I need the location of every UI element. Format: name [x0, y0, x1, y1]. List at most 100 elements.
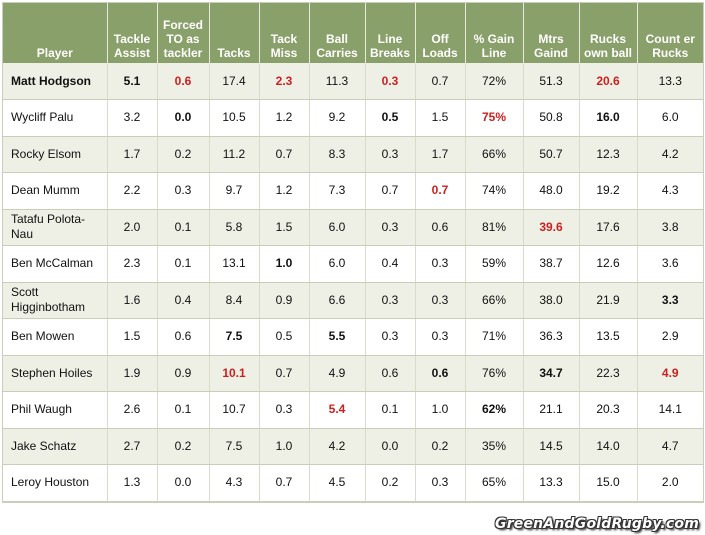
stat-cell: 0.2 [365, 464, 416, 502]
player-name-cell: Phil Waugh [3, 391, 108, 429]
stat-cell: 4.7 [637, 428, 703, 465]
stat-cell: 34.7 [523, 355, 580, 392]
stat-cell: 48.0 [523, 172, 580, 210]
stat-cell: 75% [465, 99, 524, 137]
stat-cell: 0.0 [157, 99, 210, 137]
stat-cell: 74% [465, 172, 524, 210]
stat-cell: 1.0 [415, 391, 466, 429]
table-row: Wycliff Palu 3.2 0.0 10.5 1.2 9.2 0.5 1.5 75% 50.… [3, 99, 703, 137]
stat-cell: 1.9 [107, 355, 158, 392]
table-body: Matt Hodgson 5.1 0.6 17.4 2.3 11.3 0.3 0.7 72% 51… [3, 63, 703, 502]
stat-cell: 36.3 [523, 318, 580, 356]
table-row: Tatafu Polota-Nau 2.0 0.1 5.8 1.5 6.0 0.3 0.6 81… [3, 209, 703, 246]
stat-cell: 11.2 [209, 136, 260, 173]
player-name-cell: Ben Mowen [3, 318, 108, 356]
stat-cell: 14.1 [637, 391, 703, 429]
player-name-cell: Tatafu Polota-Nau [3, 209, 108, 246]
table-row: Phil Waugh 2.6 0.1 10.7 0.3 5.4 0.1 1.0 62% 21.1 2… [3, 391, 703, 429]
stat-cell: 4.2 [309, 428, 366, 465]
stat-cell: 1.0 [259, 245, 310, 283]
stat-cell: 10.7 [209, 391, 260, 429]
stat-cell: 2.0 [637, 464, 703, 502]
stat-cell: 0.7 [415, 63, 466, 100]
stat-cell: 7.5 [209, 318, 260, 356]
stat-cell: 0.3 [365, 63, 416, 100]
stat-cell: 2.7 [107, 428, 158, 465]
stat-cell: 8.4 [209, 282, 260, 319]
stat-cell: 0.1 [157, 391, 210, 429]
stat-cell: 50.7 [523, 136, 580, 173]
stat-cell: 1.2 [259, 99, 310, 137]
stat-cell: 1.2 [259, 172, 310, 210]
stat-cell: 6.0 [637, 99, 703, 137]
stat-cell: 0.6 [365, 355, 416, 392]
stat-cell: 0.7 [259, 355, 310, 392]
header-row: Player Tackle Assist Forced TO as tackler T… [3, 3, 703, 63]
stat-cell: 9.2 [309, 99, 366, 137]
stat-cell: 4.3 [637, 172, 703, 210]
table-row: Ben McCalman 2.3 0.1 13.1 1.0 6.0 0.4 0.3 59% 38.… [3, 245, 703, 283]
stat-cell: 0.4 [157, 282, 210, 319]
player-name-cell: Leroy Houston [3, 464, 108, 502]
stat-cell: 0.7 [259, 136, 310, 173]
table-row: Leroy Houston 1.3 0.0 4.3 0.7 4.5 0.2 0.3 65% 13.… [3, 464, 703, 502]
stat-cell: 20.6 [579, 63, 638, 100]
stat-cell: 0.9 [259, 282, 310, 319]
stat-cell: 4.9 [637, 355, 703, 392]
column-header: Ball Carries [309, 3, 366, 63]
column-header: % Gain Line [465, 3, 524, 63]
stat-cell: 51.3 [523, 63, 580, 100]
stat-cell: 0.3 [415, 464, 466, 502]
stat-cell: 0.5 [365, 99, 416, 137]
stat-cell: 13.3 [637, 63, 703, 100]
stat-cell: 15.0 [579, 464, 638, 502]
column-header: Rucks own ball [579, 3, 638, 63]
stat-cell: 12.3 [579, 136, 638, 173]
stat-cell: 1.5 [107, 318, 158, 356]
stat-cell: 0.6 [157, 63, 210, 100]
stat-cell: 72% [465, 63, 524, 100]
stat-cell: 66% [465, 136, 524, 173]
stat-cell: 1.0 [259, 428, 310, 465]
player-name-cell: Rocky Elsom [3, 136, 108, 173]
player-name-cell: Wycliff Palu [3, 99, 108, 137]
stat-cell: 0.4 [365, 245, 416, 283]
stat-cell: 71% [465, 318, 524, 356]
stat-cell: 5.4 [309, 391, 366, 429]
stat-cell: 11.3 [309, 63, 366, 100]
stat-cell: 13.5 [579, 318, 638, 356]
stat-cell: 2.3 [259, 63, 310, 100]
stat-cell: 2.0 [107, 209, 158, 246]
column-header: Forced TO as tackler [157, 3, 210, 63]
stat-cell: 35% [465, 428, 524, 465]
stat-cell: 65% [465, 464, 524, 502]
stat-cell: 12.6 [579, 245, 638, 283]
stat-cell: 0.3 [365, 282, 416, 319]
table-row: Stephen Hoiles 1.9 0.9 10.1 0.7 4.9 0.6 0.6 76% 3… [3, 355, 703, 392]
stat-cell: 16.0 [579, 99, 638, 137]
table-row: Ben Mowen 1.5 0.6 7.5 0.5 5.5 0.3 0.3 71% 36.3 13.… [3, 318, 703, 356]
stat-cell: 1.7 [107, 136, 158, 173]
stat-cell: 4.5 [309, 464, 366, 502]
stat-cell: 13.1 [209, 245, 260, 283]
stat-cell: 38.0 [523, 282, 580, 319]
stat-cell: 6.6 [309, 282, 366, 319]
stat-cell: 66% [465, 282, 524, 319]
stat-cell: 7.3 [309, 172, 366, 210]
column-header: Count er Rucks [637, 3, 703, 63]
column-header: Tackle Assist [107, 3, 158, 63]
stat-cell: 1.5 [259, 209, 310, 246]
stat-cell: 14.5 [523, 428, 580, 465]
column-header: Line Breaks [365, 3, 416, 63]
stat-cell: 38.7 [523, 245, 580, 283]
stat-cell: 0.1 [365, 391, 416, 429]
stat-cell: 0.0 [365, 428, 416, 465]
site-watermark: GreenAndGoldRugby.com [495, 516, 699, 532]
stat-cell: 0.0 [157, 464, 210, 502]
stat-cell: 0.6 [157, 318, 210, 356]
player-name-cell: Dean Mumm [3, 172, 108, 210]
stat-cell: 17.4 [209, 63, 260, 100]
stat-cell: 81% [465, 209, 524, 246]
column-header: Off Loads [415, 3, 466, 63]
stat-cell: 0.2 [157, 428, 210, 465]
